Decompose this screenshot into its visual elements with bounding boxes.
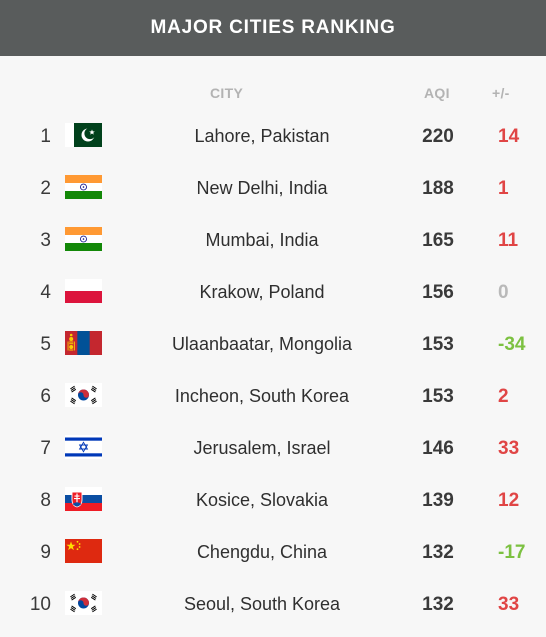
rank-number: 3	[40, 230, 51, 251]
city-name[interactable]: Lahore, Pakistan	[194, 126, 330, 146]
aqi-column-header[interactable]: AQI	[424, 85, 450, 101]
city-name[interactable]: New Delhi, India	[196, 178, 328, 198]
rank-number: 5	[40, 334, 51, 355]
city-name[interactable]: Incheon, South Korea	[174, 386, 350, 406]
ranking-row[interactable]: 8 Kosice, Slovakia 139 12	[0, 474, 546, 526]
rank-change: 12	[498, 490, 520, 511]
ranking-header: MAJOR CITIES RANKING	[0, 0, 546, 56]
rank-number: 1	[40, 126, 51, 147]
ranking-row[interactable]: 7 Jerusalem, Israel 146 33	[0, 422, 546, 474]
city-name[interactable]: Kosice, Slovakia	[195, 490, 329, 510]
rank-change: 33	[498, 594, 520, 615]
israel-flag-icon	[65, 435, 102, 459]
change-column-header[interactable]: +/-	[492, 85, 510, 101]
rank-change: -17	[498, 542, 526, 563]
poland-flag-icon	[65, 279, 102, 303]
ranking-title: MAJOR CITIES RANKING	[150, 17, 396, 38]
ranking-row[interactable]: 3 Mumbai, India 165 11	[0, 214, 546, 266]
ranking-row[interactable]: 2 New Delhi, India 188 1	[0, 162, 546, 214]
ranking-row[interactable]: 10 Seoul, South Korea 132 33	[0, 578, 546, 630]
south-korea-flag-icon	[65, 383, 102, 407]
ranking-row[interactable]: 6 Incheon, South Korea 153 2	[0, 370, 546, 422]
pakistan-flag-icon	[65, 123, 102, 147]
ranking-row[interactable]: 1 Lahore, Pakistan 220 14	[0, 110, 546, 162]
aqi-value: 165	[422, 230, 454, 251]
mongolia-flag-icon	[65, 331, 102, 355]
aqi-value: 220	[422, 126, 454, 147]
rank-change: 14	[498, 126, 520, 147]
india-flag-icon	[65, 175, 102, 199]
city-column-header[interactable]: CITY	[210, 85, 244, 101]
city-name[interactable]: Mumbai, India	[205, 230, 319, 250]
city-name[interactable]: Seoul, South Korea	[183, 594, 341, 614]
city-name[interactable]: Ulaanbaatar, Mongolia	[171, 334, 353, 354]
ranking-row[interactable]: 9 Chengdu, China 132 -17	[0, 526, 546, 578]
rank-change: 33	[498, 438, 520, 459]
india-flag-icon	[65, 227, 102, 251]
rank-number: 9	[40, 542, 51, 563]
rank-number: 8	[40, 490, 51, 511]
column-headers: CITY AQI +/-	[0, 56, 546, 110]
rank-number: 7	[40, 438, 51, 459]
rank-number: 4	[40, 282, 51, 303]
slovakia-flag-icon	[65, 487, 102, 511]
city-name[interactable]: Jerusalem, Israel	[193, 438, 331, 458]
ranking-list: 1 Lahore, Pakistan 220 14 2 New Delhi, India 1…	[0, 110, 546, 630]
rank-number: 2	[40, 178, 51, 199]
aqi-value: 153	[422, 386, 454, 407]
china-flag-icon	[65, 539, 102, 563]
rank-change: 11	[498, 230, 519, 251]
rank-change: 1	[498, 178, 509, 199]
aqi-value: 139	[422, 490, 454, 511]
aqi-value: 132	[422, 542, 454, 563]
rank-number: 6	[40, 386, 51, 407]
aqi-value: 188	[422, 178, 454, 199]
rank-change: -34	[498, 334, 526, 355]
rank-number: 10	[29, 594, 51, 615]
aqi-value: 146	[422, 438, 454, 459]
rank-change: 2	[498, 386, 509, 407]
aqi-value: 132	[422, 594, 454, 615]
south-korea-flag-icon	[65, 591, 102, 615]
city-name[interactable]: Krakow, Poland	[199, 282, 325, 302]
aqi-value: 156	[422, 282, 454, 303]
ranking-row[interactable]: 5 Ulaanbaatar, Mongolia 153 -34	[0, 318, 546, 370]
ranking-row[interactable]: 4 Krakow, Poland 156 0	[0, 266, 546, 318]
aqi-value: 153	[422, 334, 454, 355]
rank-change: 0	[498, 282, 509, 303]
city-name[interactable]: Chengdu, China	[196, 542, 328, 562]
